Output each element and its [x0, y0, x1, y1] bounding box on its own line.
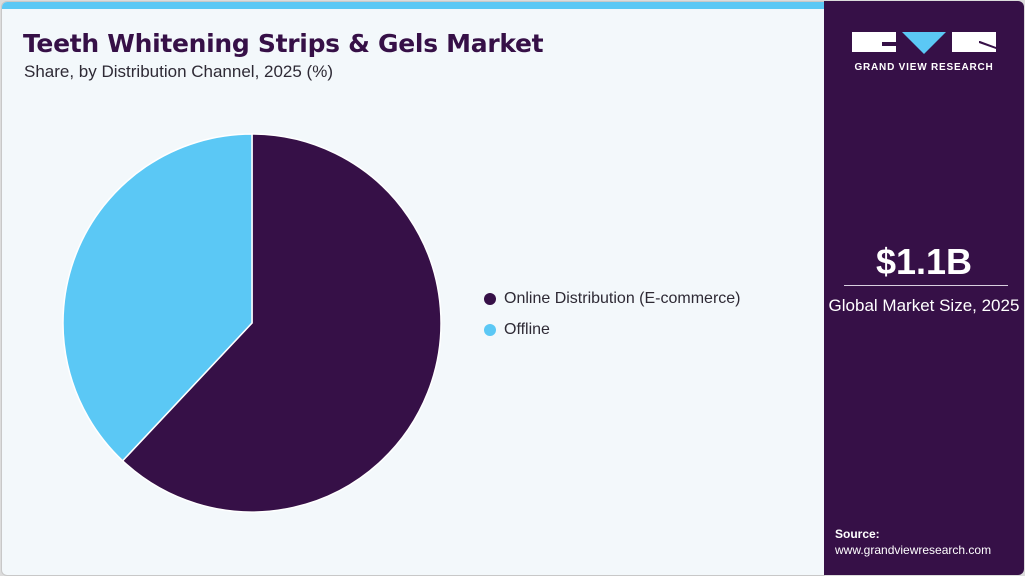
chart-subtitle: Share, by Distribution Channel, 2025 (%): [24, 62, 333, 81]
pie-slice-offline: [62, 133, 253, 462]
source-label: Source:: [835, 527, 880, 541]
legend-swatch-online: [484, 292, 496, 305]
market-size-value: $1.1B: [875, 241, 973, 282]
grand-view-research-logo: [852, 32, 996, 54]
accent-bar: [2, 2, 824, 9]
source-link[interactable]: www.grandviewresearch.com: [835, 543, 992, 557]
chart-title: Teeth Whitening Strips & Gels Market: [23, 29, 544, 58]
logo-text: GRAND VIEW RESEARCH: [854, 62, 994, 73]
pie-chart: [62, 133, 442, 513]
legend-item-online: Online Distribution (E-commerce): [484, 283, 741, 314]
divider: [844, 285, 1008, 286]
legend: Online Distribution (E-commerce) Offline: [484, 283, 741, 345]
legend-item-offline: Offline: [484, 314, 741, 345]
sidebar: GRAND VIEW RESEARCH $1.1B Global Market …: [824, 1, 1024, 575]
pie-slice-online: [121, 133, 442, 513]
market-size-label: Global Market Size, 2025: [828, 296, 1020, 315]
legend-label-online: Online Distribution (E-commerce): [504, 289, 741, 307]
legend-swatch-offline: [484, 323, 496, 336]
chart-panel: Teeth Whitening Strips & Gels Market Sha…: [1, 1, 825, 576]
legend-label-offline: Offline: [504, 320, 550, 338]
